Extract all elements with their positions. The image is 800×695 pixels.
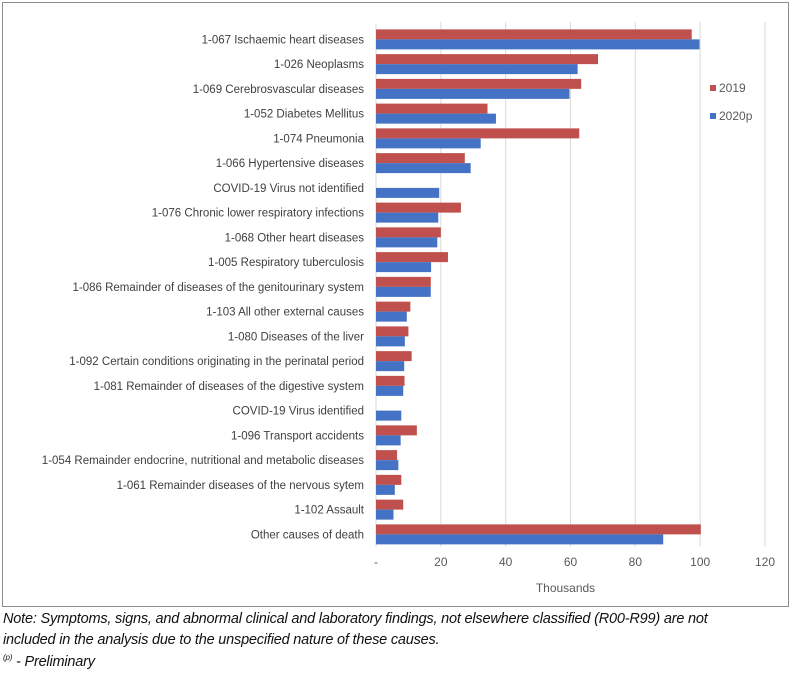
bar-2019 <box>376 425 417 436</box>
x-tick-label: 80 <box>629 555 643 569</box>
bar-2020p <box>376 187 440 198</box>
preliminary-note: (p) - Preliminary <box>3 653 95 670</box>
category-label: 1-103 All other external causes <box>206 307 364 319</box>
x-tick-label: - <box>374 555 378 569</box>
bar-2019 <box>376 252 448 263</box>
preliminary-superscript: (p) <box>3 653 13 662</box>
category-label: 1-067 Ischaemic heart diseases <box>202 34 365 46</box>
category-label: Other causes of death <box>251 529 364 541</box>
category-label: COVID-19 Virus identified <box>233 406 364 418</box>
bar-2020p <box>376 460 399 471</box>
bar-2020p <box>376 336 405 347</box>
bar-2020p <box>376 88 570 99</box>
note-line-1: Note: Symptoms, signs, and abnormal clin… <box>3 611 708 627</box>
preliminary-text: - Preliminary <box>12 653 95 670</box>
bar-chart: - 20 40 60 80 100 120 Thousands 1-067 Ischaemic … <box>42 22 775 595</box>
x-axis-title: Thousands <box>536 581 595 595</box>
bar-2019 <box>376 54 599 65</box>
bar-2019 <box>376 326 409 337</box>
category-label: 1-068 Other heart diseases <box>225 232 365 244</box>
category-label: 1-092 Certain conditions originating in … <box>69 356 364 368</box>
bar-2019 <box>376 351 412 362</box>
category-label: 1-052 Diabetes Mellitus <box>244 109 364 121</box>
bar-2019 <box>376 128 580 139</box>
bar-2019 <box>376 474 402 485</box>
bar-2020p <box>376 534 664 545</box>
legend-label-2020p: 2020p <box>719 109 753 123</box>
category-label: 1-061 Remainder diseases of the nervous … <box>117 480 364 492</box>
category-label: 1-076 Chronic lower respiratory infectio… <box>152 208 364 220</box>
bar-2020p <box>376 410 402 421</box>
category-label: 1-086 Remainder of diseases of the genit… <box>73 282 365 294</box>
bar-2020p <box>376 39 700 50</box>
note-line-2: included in the analysis due to the unsp… <box>3 632 440 648</box>
bar-2019 <box>376 524 701 535</box>
bar-2019 <box>376 153 465 164</box>
legend-swatch-2020p <box>710 113 716 119</box>
x-tick-label: 20 <box>434 555 448 569</box>
legend-swatch-2019 <box>710 85 716 91</box>
x-tick-label: 120 <box>755 555 775 569</box>
bar-2019 <box>376 276 431 287</box>
bar-2020p <box>376 435 401 446</box>
bar-2020p <box>376 237 438 248</box>
bar-2019 <box>376 29 692 40</box>
bar-2020p <box>376 163 471 174</box>
bar-2020p <box>376 509 394 520</box>
category-label: 1-080 Diseases of the liver <box>228 331 364 343</box>
category-label: 1-005 Respiratory tuberculosis <box>208 257 364 269</box>
bar-2020p <box>376 138 481 149</box>
x-tick-label: 60 <box>564 555 578 569</box>
bar-2020p <box>376 113 496 124</box>
legend-label-2019: 2019 <box>719 81 746 95</box>
bar-2020p <box>376 212 439 223</box>
bar-2019 <box>376 78 582 89</box>
category-label: 1-054 Remainder endocrine, nutritional a… <box>42 455 364 467</box>
bar-2020p <box>376 286 431 297</box>
chart-frame <box>2 2 789 607</box>
category-label: 1-074 Pneumonia <box>273 133 364 145</box>
bar-2019 <box>376 450 398 461</box>
bar-2019 <box>376 227 441 238</box>
category-label: 1-069 Cerebrosvascular diseases <box>193 84 365 96</box>
bar-2020p <box>376 361 405 372</box>
x-tick-label: 100 <box>690 555 710 569</box>
bar-2020p <box>376 262 432 273</box>
bar-2019 <box>376 375 405 386</box>
x-tick-label: 40 <box>499 555 513 569</box>
bar-2019 <box>376 499 404 510</box>
bar-2020p <box>376 311 407 322</box>
bar-2019 <box>376 202 461 213</box>
bar-2020p <box>376 385 404 396</box>
category-label: 1-066 Hypertensive diseases <box>216 158 365 170</box>
category-label: COVID-19 Virus not identified <box>213 183 364 195</box>
category-label: 1-096 Transport accidents <box>231 430 364 442</box>
bar-2019 <box>376 103 488 114</box>
bar-2019 <box>376 301 411 312</box>
category-label: 1-102 Assault <box>294 505 364 517</box>
bar-2020p <box>376 64 578 75</box>
bar-2020p <box>376 484 395 495</box>
category-label: 1-081 Remainder of diseases of the diges… <box>94 381 364 393</box>
category-label: 1-026 Neoplasms <box>274 59 364 71</box>
